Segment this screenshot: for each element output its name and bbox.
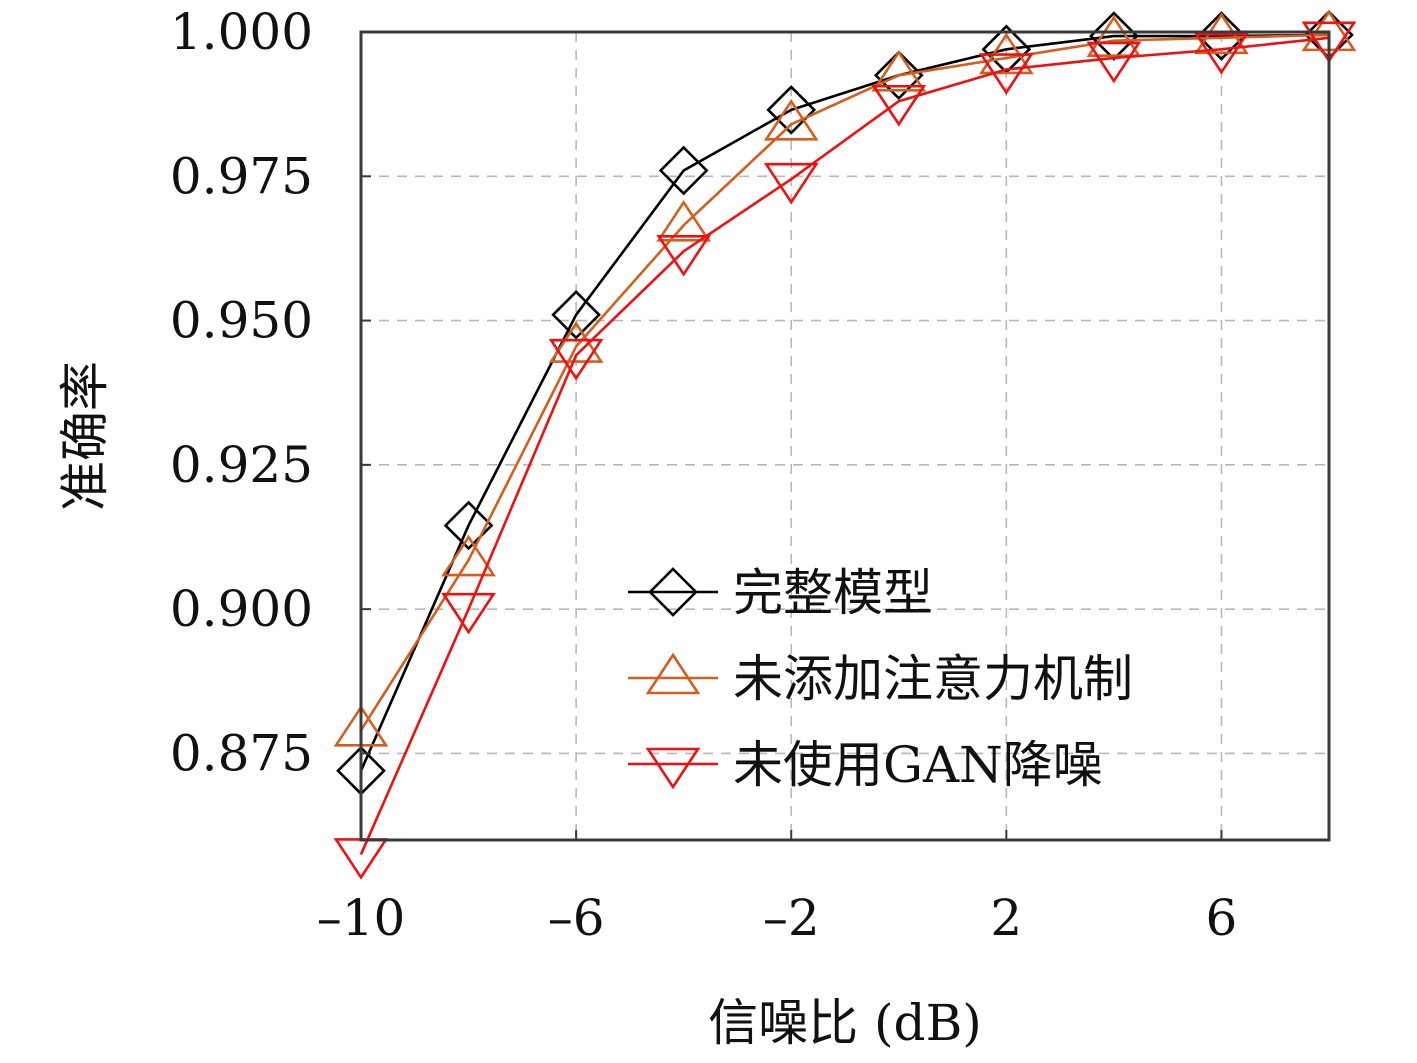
legend-marker [645,652,701,695]
x-tick-label: 6 [1206,889,1238,947]
x-tick-label: –10 [317,889,406,947]
data-point [1196,11,1247,61]
y-axis-label: 准确率 [56,361,114,511]
plot-area-frame [359,30,1331,842]
y-tick-label: 1.000 [170,3,313,61]
y-tick-label: 0.950 [170,292,313,350]
data-point [548,338,604,381]
data-point [1301,21,1357,64]
x-tick-label: –6 [548,889,605,947]
data-point [871,49,927,92]
data-point [1194,33,1249,75]
series-2 [333,9,1357,747]
legend-item: 完整模型 [628,564,933,622]
data-point [656,199,712,242]
series-line [359,33,1330,732]
data-point [763,162,819,205]
legend-label: 未使用GAN降噪 [733,736,1103,794]
legend-item: 未使用GAN降噪 [628,736,1103,794]
x-axis-label: 信噪比 (dB) [708,994,982,1052]
data-point [443,500,494,551]
tick-labels: –10 –6 –2 2 6 0.875 0.900 0.925 0.950 0.975 1.000 [170,3,1237,947]
legend-label: 完整模型 [733,564,933,622]
y-tick-label: 0.925 [170,436,313,494]
grid [360,32,1329,840]
series-3 [333,21,1357,880]
data-point [656,235,712,277]
data-point [658,145,709,196]
series-layer [333,9,1357,880]
series-line [359,36,1330,855]
x-tick-label: 2 [990,889,1022,947]
data-point [1086,41,1142,84]
data-point [978,53,1034,95]
legend-marker [648,567,698,617]
data-point [333,838,389,880]
data-point [871,84,927,127]
y-tick-label: 0.975 [170,147,313,205]
y-tick-label: 0.900 [170,580,313,638]
data-point [1086,15,1142,57]
legend-item: 未添加注意力机制 [628,650,1133,708]
data-point [873,50,924,101]
data-point [551,289,601,340]
series-line [359,33,1330,772]
data-point [441,592,496,635]
y-tick-label: 0.875 [170,724,313,782]
legend-label: 未添加注意力机制 [733,650,1133,708]
data-point [766,85,817,135]
data-point [763,98,819,141]
x-tick-label: –2 [763,889,820,947]
data-point [441,534,496,577]
legend-marker [645,747,701,790]
